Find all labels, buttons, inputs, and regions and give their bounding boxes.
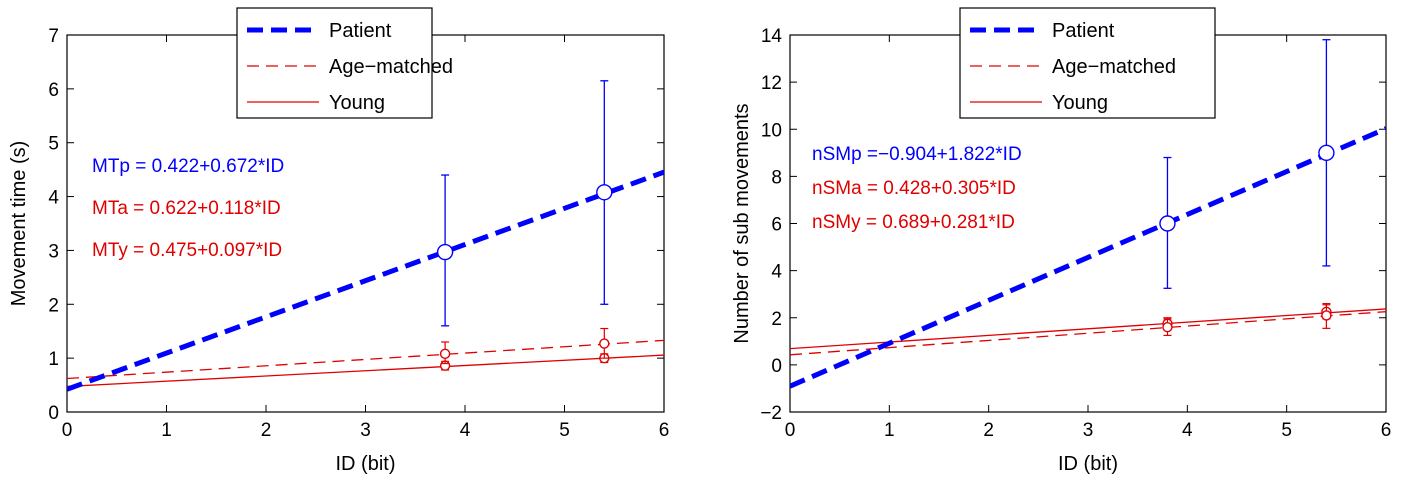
legend-label: Age−matched [1052, 56, 1176, 78]
y-tick-label: 4 [771, 262, 782, 283]
fit-line [790, 311, 1386, 356]
y-tick-label: 0 [771, 356, 782, 377]
fit-line [67, 339, 664, 380]
y-tick-label: 10 [761, 120, 782, 141]
fit-line [67, 169, 664, 392]
y-tick-label: 6 [771, 215, 782, 236]
data-point [436, 243, 454, 261]
series-young [790, 304, 1386, 350]
y-tick-label: 6 [48, 80, 59, 101]
y-axis-label: Number of sub movements [731, 103, 753, 343]
y-tick-label: 2 [48, 295, 59, 316]
x-tick-label: 0 [62, 420, 73, 441]
fit-line [790, 308, 1386, 350]
legend-box [959, 7, 1216, 119]
x-tick-label: 0 [785, 420, 796, 441]
y-tick-label: 1 [48, 349, 59, 370]
legend: Patient Age−matched Young [236, 7, 453, 119]
x-tick-label: 5 [1281, 420, 1292, 441]
x-tick-label: 1 [884, 420, 895, 441]
equation-label: nSMa = 0.428+0.305*ID [812, 178, 1016, 199]
x-tick-label: 3 [360, 420, 371, 441]
equation-label: MTa = 0.622+0.118*ID [92, 198, 281, 219]
equation-label: MTp = 0.422+0.672*ID [92, 156, 284, 177]
x-tick-label: 4 [460, 420, 471, 441]
x-tick-label: 2 [983, 420, 994, 441]
legend-label: Patient [1052, 20, 1115, 42]
data-point [1321, 310, 1332, 321]
y-tick-label: 14 [761, 26, 783, 47]
y-tick-label: 12 [761, 73, 782, 94]
x-tick-label: 6 [659, 420, 670, 441]
x-tick-label: 4 [1182, 420, 1193, 441]
y-tick-label: −2 [760, 403, 782, 424]
x-tick-label: 5 [559, 420, 570, 441]
series-young [67, 352, 664, 388]
x-tick-label: 6 [1381, 420, 1392, 441]
y-tick-label: 5 [48, 134, 59, 155]
fit-line [790, 126, 1386, 389]
equation-label: nSMy = 0.689+0.281*ID [812, 212, 1015, 233]
data-point [1162, 321, 1173, 333]
equation-label: nSMp =−0.904+1.822*ID [812, 144, 1022, 165]
y-tick-label: 4 [48, 188, 59, 209]
series-patient [67, 80, 664, 392]
data-point [1159, 215, 1176, 232]
x-tick-label: 2 [261, 420, 272, 441]
y-tick-label: 7 [48, 26, 59, 47]
data-point [596, 184, 613, 201]
data-point [439, 348, 451, 360]
legend-label: Age−matched [329, 56, 453, 78]
equation-label: MTy = 0.475+0.097*ID [92, 240, 282, 261]
y-axis-label: Movement time (s) [8, 141, 30, 307]
legend: Patient Age−matched Young [959, 7, 1216, 119]
legend-label: Patient [329, 20, 392, 42]
x-axis-label: ID (bit) [336, 453, 396, 475]
data-point [1318, 144, 1335, 162]
x-tick-label: 3 [1083, 420, 1094, 441]
series-age-matched [67, 327, 664, 380]
y-tick-label: 8 [771, 167, 782, 188]
legend-label: Young [1052, 92, 1108, 114]
series-age-matched [790, 303, 1386, 356]
y-tick-label: 2 [771, 309, 782, 330]
x-tick-label: 1 [161, 420, 172, 441]
y-tick-label: 0 [48, 403, 59, 424]
data-point [599, 338, 610, 349]
fit-line [67, 354, 664, 388]
legend-label: Young [329, 92, 385, 114]
series-patient [790, 39, 1386, 389]
legend-box [236, 7, 433, 119]
x-axis-label: ID (bit) [1058, 453, 1118, 475]
y-tick-label: 3 [48, 241, 59, 262]
chart-panel-1: 0 1 2 3 4 5 6 0 1 2 3 4 5 6 7 ID (bit) Movement time (s)… [8, 7, 670, 475]
